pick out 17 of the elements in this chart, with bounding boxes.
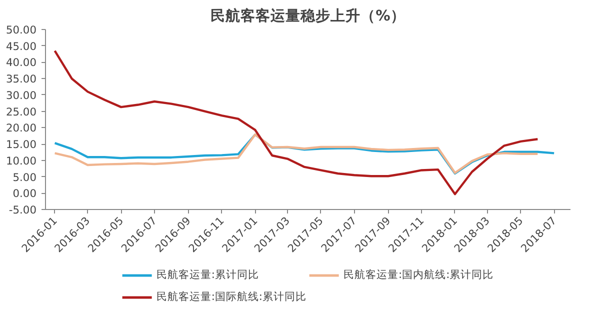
y-tick-label: 5.00 <box>12 170 37 184</box>
line-series <box>54 50 539 196</box>
y-tick-label: 45.00 <box>6 40 37 53</box>
y-tick-label: 35.00 <box>6 72 37 86</box>
legend-label: 民航客运量:国际航线:累计同比 <box>156 290 306 304</box>
legend-label: 民航客运量:国内航线:累计同比 <box>344 268 494 282</box>
y-tick-label: 50.00 <box>6 24 37 36</box>
y-tick-label: 40.00 <box>6 56 37 70</box>
chart-title: 民航客客运量稳步上升（%） <box>210 6 406 24</box>
y-tick-label: 25.00 <box>6 105 37 118</box>
y-tick-label: 30.00 <box>6 88 37 102</box>
y-tick-label: 20.00 <box>6 122 37 135</box>
y-tick-label: 0.00 <box>12 187 37 200</box>
legend-label: 民航客运量:累计同比 <box>156 268 259 282</box>
y-tick-label: -5.00 <box>8 204 37 216</box>
y-tick-label: 10.00 <box>6 154 37 168</box>
y-tick-label: 15.00 <box>6 138 37 152</box>
